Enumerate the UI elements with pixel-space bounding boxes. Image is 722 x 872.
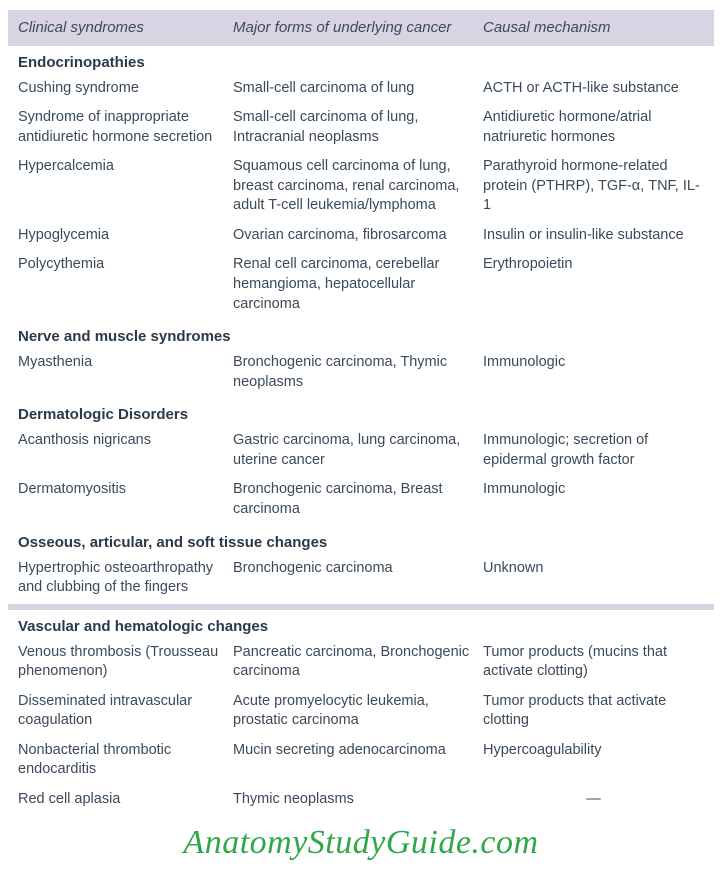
cell-mechanism: Tumor products (mucins that activate clo… xyxy=(483,643,704,682)
cell-syndrome: Myasthenia xyxy=(18,353,233,392)
cell-mechanism: Parathyroid hormone-related protein (PTH… xyxy=(483,157,704,216)
cell-cancer: Ovarian carcinoma, fibrosarcoma xyxy=(233,226,483,246)
table-row: Hypertrophic osteoar­thropathy and clubb… xyxy=(8,555,714,604)
cell-cancer: Gastric carcinoma, lung carcinoma, uteri… xyxy=(233,431,483,470)
table-row: Venous thrombosis (Trousseau phenomenon)… xyxy=(8,639,714,688)
section-title: Osseous, articular, and soft tissue chan… xyxy=(8,526,714,555)
section-title: Endocrinopathies xyxy=(8,46,714,75)
cell-cancer: Small-cell carcinoma of lung xyxy=(233,79,483,99)
cell-syndrome: Hypoglycemia xyxy=(18,226,233,246)
cell-cancer: Bronchogenic carcinoma, Breast carcinoma xyxy=(233,480,483,519)
cell-syndrome: Acanthosis nigricans xyxy=(18,431,233,470)
cell-mechanism: Immunologic xyxy=(483,480,704,519)
cell-cancer: Mucin secreting adenocarcinoma xyxy=(233,741,483,780)
table-row: DermatomyositisBronchogenic carcinoma, B… xyxy=(8,476,714,525)
cell-mechanism: Insulin or insulin-like substance xyxy=(483,226,704,246)
cell-syndrome: Cushing syndrome xyxy=(18,79,233,99)
cell-mechanism: ACTH or ACTH-like substance xyxy=(483,79,704,99)
cell-mechanism: Immunologic; secretion of epidermal grow… xyxy=(483,431,704,470)
table-header-row: Clinical syndromes Major forms of underl… xyxy=(8,10,714,46)
table-row: Red cell aplasiaThymic neoplasms— xyxy=(8,786,714,816)
cell-cancer: Bronchogenic carcinoma, Thymic neoplasms xyxy=(233,353,483,392)
section-title: Vascular and hematologic changes xyxy=(8,610,714,639)
cell-syndrome: Hypercalcemia xyxy=(18,157,233,216)
cell-cancer: Pancreatic carcinoma, Bronchogenic carci… xyxy=(233,643,483,682)
sections-after-band: Vascular and hematologic changesVenous t… xyxy=(8,610,714,816)
table-row: MyastheniaBronchogenic carcinoma, Thymic… xyxy=(8,349,714,398)
table-row: Disseminated intravascular coagulationAc… xyxy=(8,688,714,737)
cell-syndrome: Disseminated intravascular coagulation xyxy=(18,692,233,731)
table-row: HypoglycemiaOvarian carcinoma, fibrosarc… xyxy=(8,222,714,252)
sections-before-band: EndocrinopathiesCushing syndromeSmall-ce… xyxy=(8,46,714,604)
cell-mechanism: Immunologic xyxy=(483,353,704,392)
table-container: Clinical syndromes Major forms of underl… xyxy=(0,0,722,816)
cell-syndrome: Hypertrophic osteoar­thropathy and clubb… xyxy=(18,559,233,598)
cell-syndrome: Venous thrombosis (Trousseau phenomenon) xyxy=(18,643,233,682)
cell-cancer: Bronchogenic carcinoma xyxy=(233,559,483,598)
cell-syndrome: Syndrome of inappropriate antidiuretic h… xyxy=(18,108,233,147)
cell-cancer: Small-cell carcinoma of lung, Intracrani… xyxy=(233,108,483,147)
section-title: Dermatologic Disorders xyxy=(8,398,714,427)
section-title: Nerve and muscle syndromes xyxy=(8,320,714,349)
table-row: Nonbacterial thrombotic endocarditisMuci… xyxy=(8,737,714,786)
header-col1: Clinical syndromes xyxy=(18,18,233,38)
cell-cancer: Acute promyelocytic leukemia, prostatic … xyxy=(233,692,483,731)
cell-cancer: Renal cell carcinoma, cerebellar hemangi… xyxy=(233,255,483,314)
table-row: PolycythemiaRenal cell carcinoma, cerebe… xyxy=(8,251,714,320)
cell-mechanism: Erythropoietin xyxy=(483,255,704,314)
cell-syndrome: Nonbacterial thrombotic endocarditis xyxy=(18,741,233,780)
cell-syndrome: Dermatomyositis xyxy=(18,480,233,519)
table-row: Cushing syndromeSmall-cell carcinoma of … xyxy=(8,75,714,105)
cell-mechanism: — xyxy=(483,790,704,810)
cell-mechanism: Tumor products that activate clotting xyxy=(483,692,704,731)
header-col2: Major forms of underlying cancer xyxy=(233,18,483,38)
table-row: Acanthosis nigricansGastric carcinoma, l… xyxy=(8,427,714,476)
cell-mechanism: Unknown xyxy=(483,559,704,598)
cell-cancer: Squamous cell carcinoma of lung, breast … xyxy=(233,157,483,216)
table-row: HypercalcemiaSquamous cell carcinoma of … xyxy=(8,153,714,222)
cell-syndrome: Polycythemia xyxy=(18,255,233,314)
cell-syndrome: Red cell aplasia xyxy=(18,790,233,810)
cell-mechanism: Antidiuretic hormone/atrial natriuretic … xyxy=(483,108,704,147)
header-col3: Causal mechanism xyxy=(483,18,704,38)
table-row: Syndrome of inappropriate antidiuretic h… xyxy=(8,104,714,153)
cell-cancer: Thymic neoplasms xyxy=(233,790,483,810)
cell-mechanism: Hypercoagulability xyxy=(483,741,704,780)
